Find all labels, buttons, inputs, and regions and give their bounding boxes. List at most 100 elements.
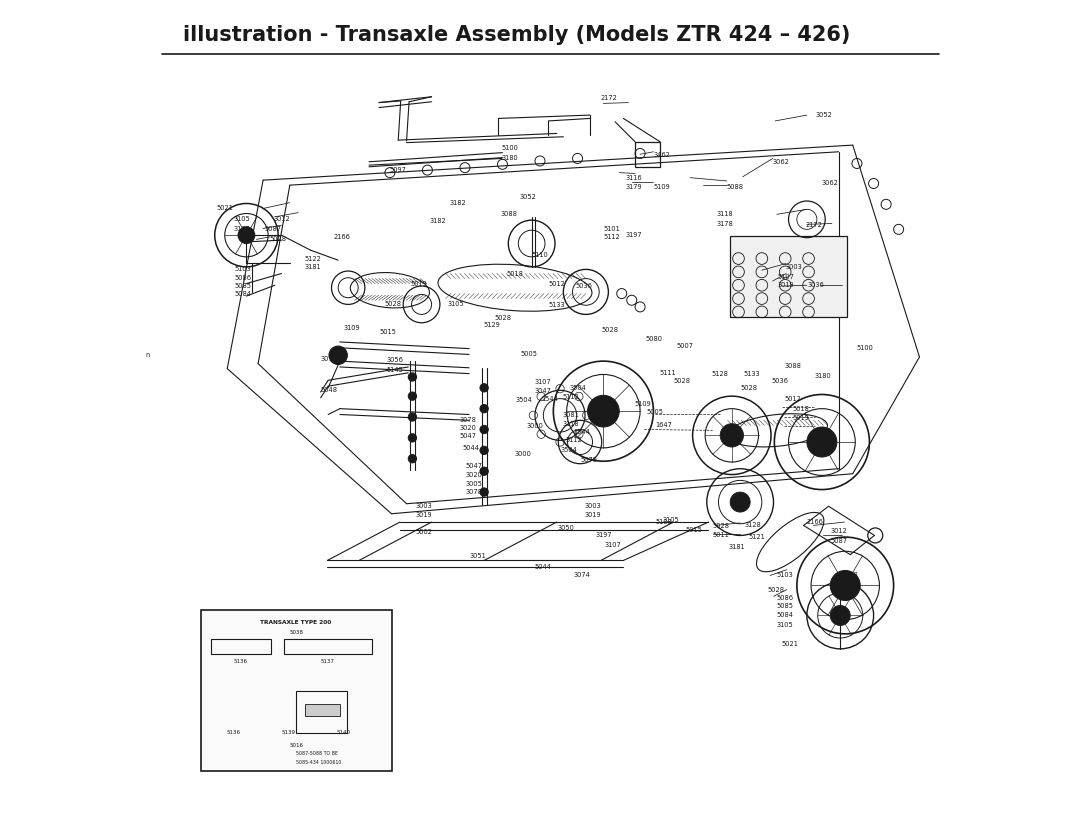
Circle shape — [408, 392, 417, 400]
Text: 5036: 5036 — [772, 378, 788, 384]
Text: 3019: 3019 — [416, 511, 432, 518]
Text: 3019: 3019 — [778, 282, 794, 289]
Text: 5028: 5028 — [495, 314, 511, 321]
Text: 5103: 5103 — [234, 266, 252, 273]
Text: 2172: 2172 — [806, 222, 822, 229]
Text: 5133: 5133 — [549, 302, 565, 309]
Text: 5136: 5136 — [233, 659, 247, 664]
Text: 3105: 3105 — [663, 516, 679, 523]
Text: 3050: 3050 — [557, 525, 575, 531]
Text: 3462: 3462 — [653, 152, 671, 158]
Text: 3107: 3107 — [604, 541, 621, 548]
Text: 5028: 5028 — [713, 523, 730, 530]
Text: 3000: 3000 — [515, 450, 531, 457]
Text: 5036: 5036 — [576, 283, 593, 289]
Text: 5087: 5087 — [831, 538, 847, 545]
Text: 5047: 5047 — [465, 463, 483, 470]
Text: 5087-5088 TO BE: 5087-5088 TO BE — [297, 751, 338, 756]
Text: 3000: 3000 — [527, 423, 543, 430]
Text: 5044: 5044 — [462, 445, 480, 451]
Circle shape — [480, 404, 488, 413]
Text: 5107: 5107 — [778, 274, 795, 280]
Bar — [211, 639, 271, 654]
Text: 3052: 3052 — [519, 193, 537, 200]
Text: 3005: 3005 — [465, 480, 483, 487]
Text: 3062: 3062 — [772, 158, 789, 165]
Text: 5002: 5002 — [416, 529, 433, 535]
Text: 3179: 3179 — [626, 183, 643, 190]
Text: 3182: 3182 — [449, 199, 465, 206]
Text: 3178: 3178 — [234, 225, 251, 232]
Text: 3003: 3003 — [585, 503, 602, 510]
Circle shape — [730, 492, 751, 512]
Text: 3109: 3109 — [343, 324, 360, 331]
Text: 5047: 5047 — [459, 433, 476, 440]
Text: 5005: 5005 — [647, 409, 664, 415]
Text: 3197: 3197 — [596, 532, 612, 539]
Text: 5087: 5087 — [265, 225, 282, 232]
Circle shape — [408, 434, 417, 442]
Text: 3081: 3081 — [563, 412, 579, 419]
Text: 3181: 3181 — [729, 544, 745, 550]
Text: 5100: 5100 — [501, 144, 518, 151]
Bar — [201, 610, 392, 771]
Circle shape — [408, 455, 417, 463]
Text: 5085: 5085 — [777, 603, 794, 610]
Text: 3116: 3116 — [626, 175, 643, 182]
Circle shape — [831, 605, 850, 626]
Circle shape — [831, 570, 861, 600]
Text: 3504: 3504 — [516, 397, 532, 404]
Text: 3105: 3105 — [447, 301, 464, 308]
Bar — [635, 142, 660, 167]
Text: 5084: 5084 — [234, 291, 252, 298]
Text: 5101: 5101 — [604, 225, 620, 232]
Text: 3012: 3012 — [831, 528, 847, 535]
Text: 2166: 2166 — [334, 234, 351, 240]
Text: 5121: 5121 — [748, 534, 766, 540]
Text: TRANSAXLE TYPE 200: TRANSAXLE TYPE 200 — [260, 620, 332, 626]
Text: 5048: 5048 — [321, 387, 338, 394]
Text: 1544: 1544 — [542, 396, 558, 403]
Text: 3088: 3088 — [784, 363, 801, 369]
Bar — [297, 691, 347, 733]
Text: 3062: 3062 — [822, 180, 839, 187]
Text: 3107: 3107 — [535, 379, 552, 385]
Text: 3181: 3181 — [305, 264, 322, 270]
Text: 5012: 5012 — [549, 281, 565, 288]
Text: 5100: 5100 — [856, 344, 874, 351]
Text: 3020: 3020 — [459, 425, 476, 431]
Text: 3020: 3020 — [465, 472, 483, 479]
Text: 3056: 3056 — [387, 357, 404, 364]
Text: 5021: 5021 — [216, 205, 233, 212]
Text: 5028: 5028 — [740, 384, 757, 391]
Text: 3074: 3074 — [573, 572, 591, 579]
Text: 3078: 3078 — [459, 416, 476, 423]
Text: 5028: 5028 — [270, 235, 287, 242]
Circle shape — [408, 373, 417, 381]
Text: 5084: 5084 — [777, 612, 794, 619]
Circle shape — [588, 395, 619, 427]
Text: 3128: 3128 — [744, 522, 761, 529]
Text: 3180: 3180 — [814, 373, 832, 379]
Text: 3182: 3182 — [429, 218, 446, 224]
Text: 5028: 5028 — [768, 586, 785, 593]
Text: 5021: 5021 — [782, 641, 799, 647]
Text: 5140: 5140 — [337, 730, 351, 735]
Text: 5012: 5012 — [784, 396, 801, 403]
Text: 3019: 3019 — [585, 511, 602, 518]
Text: 5122: 5122 — [305, 255, 322, 262]
Text: 1544: 1544 — [573, 429, 591, 435]
Circle shape — [238, 227, 255, 244]
Text: 3504: 3504 — [561, 447, 578, 454]
Circle shape — [480, 467, 488, 475]
Text: 5079: 5079 — [581, 457, 597, 464]
Text: 5097: 5097 — [390, 167, 407, 173]
Text: 5018: 5018 — [793, 406, 810, 413]
Text: 5133: 5133 — [743, 371, 760, 378]
Circle shape — [408, 413, 417, 421]
Text: 5028: 5028 — [674, 378, 690, 384]
Text: 5028: 5028 — [602, 327, 619, 334]
Text: 3197: 3197 — [625, 232, 642, 239]
Text: 5112: 5112 — [604, 234, 620, 240]
Text: 5103: 5103 — [777, 571, 794, 578]
